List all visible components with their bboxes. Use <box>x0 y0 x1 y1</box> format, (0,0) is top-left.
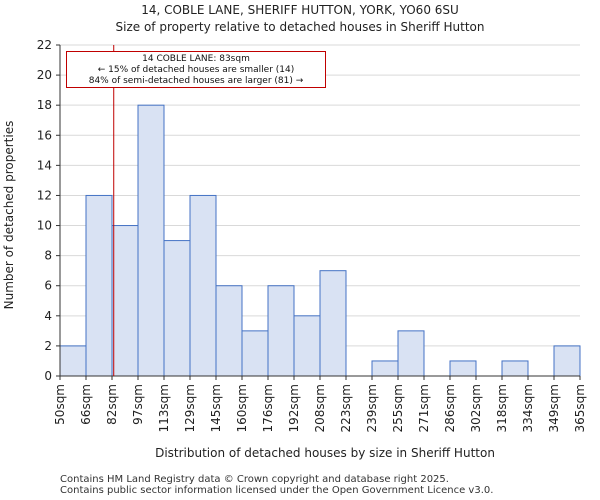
x-tick-label: 349sqm <box>547 384 561 432</box>
x-tick-label: 97sqm <box>131 384 145 425</box>
bar <box>449 360 477 377</box>
x-tick-label: 271sqm <box>417 384 431 432</box>
annotation-line-2: ← 15% of detached houses are smaller (14… <box>97 65 295 75</box>
bar <box>397 330 425 377</box>
x-tick-labels: 50sqm 66sqm 82sqm 97sqm 113sqm 129sqm 145sqm 16… <box>53 384 587 432</box>
x-tick-label: 365sqm <box>573 384 587 432</box>
x-tick-label: 176sqm <box>261 384 275 432</box>
footer-line-1: Contains HM Land Registry data © Crown c… <box>60 474 449 485</box>
x-tick-label: 334sqm <box>521 384 535 432</box>
y-tick-label: 20 <box>37 68 52 82</box>
x-tick-label: 208sqm <box>313 384 327 432</box>
annotation-line-1: 14 COBLE LANE: 83sqm <box>142 54 250 64</box>
x-tick-label: 255sqm <box>391 384 405 432</box>
annotation-line-3: 84% of semi-detached houses are larger (… <box>88 76 304 86</box>
y-tick-label: 2 <box>44 339 52 353</box>
x-tick-label: 286sqm <box>443 384 457 432</box>
y-tick-label: 6 <box>44 279 52 293</box>
footer-line-2: Contains public sector information licen… <box>60 485 494 496</box>
x-tick-label: 192sqm <box>287 384 301 432</box>
bar <box>241 330 269 377</box>
bars <box>59 104 581 377</box>
x-tick-label: 239sqm <box>365 384 379 432</box>
x-tick-label: 82sqm <box>105 384 119 425</box>
y-tick-label: 8 <box>44 249 52 263</box>
y-axis-label: Number of detached properties <box>2 121 16 310</box>
y-tick-label: 0 <box>44 369 52 383</box>
bar <box>163 240 191 377</box>
bar <box>553 345 581 377</box>
bar <box>85 194 113 377</box>
bar <box>59 345 87 377</box>
y-tick-label: 12 <box>37 188 52 202</box>
axes <box>56 44 581 380</box>
bar <box>189 194 217 377</box>
y-tick-label: 18 <box>37 98 52 112</box>
x-tick-label: 302sqm <box>469 384 483 432</box>
bar <box>501 360 529 377</box>
y-tick-label: 22 <box>37 38 52 52</box>
y-tick-label: 4 <box>44 309 52 323</box>
x-axis-label: Distribution of detached houses by size … <box>155 446 495 460</box>
x-tick-label: 113sqm <box>157 384 171 432</box>
y-tick-label: 10 <box>37 219 52 233</box>
bar <box>267 285 295 377</box>
bar <box>319 270 347 377</box>
bar <box>215 285 243 377</box>
x-tick-label: 160sqm <box>235 384 249 432</box>
y-tick-label: 16 <box>37 128 52 142</box>
x-tick-label: 66sqm <box>79 384 93 425</box>
x-tick-label: 318sqm <box>495 384 509 432</box>
bar <box>371 360 399 377</box>
bar <box>111 225 139 377</box>
y-tick-label: 14 <box>37 158 52 172</box>
x-tick-label: 223sqm <box>339 384 353 432</box>
annotation-box: 14 COBLE LANE: 83sqm ← 15% of detached h… <box>66 51 326 88</box>
chart-title: 14, COBLE LANE, SHERIFF HUTTON, YORK, YO… <box>141 3 459 17</box>
chart-subtitle: Size of property relative to detached ho… <box>115 20 485 34</box>
x-tick-label: 50sqm <box>53 384 67 425</box>
y-tick-labels: 0 2 4 6 8 10 12 14 16 18 20 22 <box>37 38 52 383</box>
x-tick-label: 145sqm <box>209 384 223 432</box>
x-tick-label: 129sqm <box>183 384 197 432</box>
bar <box>293 315 321 377</box>
bar <box>137 104 165 377</box>
